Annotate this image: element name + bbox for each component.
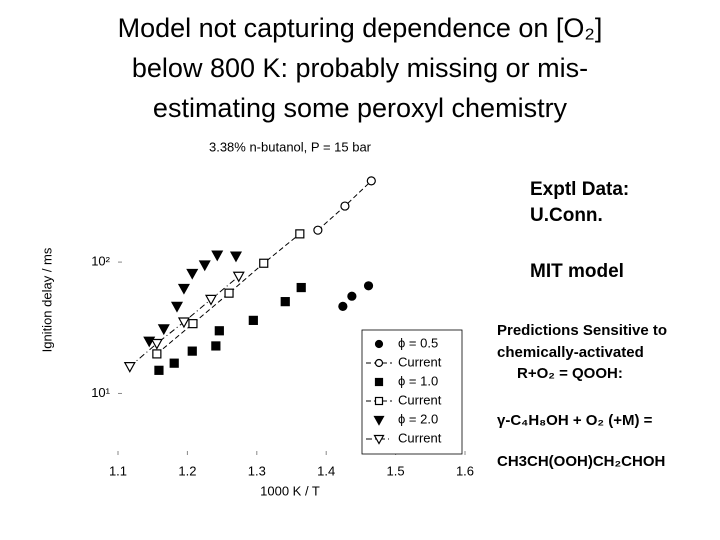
marker xyxy=(204,294,218,306)
marker xyxy=(198,260,211,272)
y-tick-label: 10² xyxy=(91,254,110,269)
x-tick-label: 1.2 xyxy=(178,463,196,478)
marker xyxy=(169,358,179,368)
marker xyxy=(374,396,384,406)
marker xyxy=(248,315,258,325)
x-tick-label: 1.4 xyxy=(317,463,335,478)
marker xyxy=(152,349,162,359)
marker xyxy=(374,377,384,387)
marker xyxy=(259,258,269,268)
annotation: R+O₂ = QOOH: xyxy=(517,365,623,382)
annotation: U.Conn. xyxy=(530,205,603,226)
marker xyxy=(229,251,242,263)
annotation: MIT model xyxy=(530,261,624,282)
marker xyxy=(366,176,376,186)
legend-box xyxy=(361,329,463,455)
x-axis-label: 1000 K / T xyxy=(260,483,320,498)
marker xyxy=(313,225,323,235)
marker xyxy=(187,346,197,356)
x-tick-label: 1.1 xyxy=(109,463,127,478)
marker xyxy=(374,339,384,349)
x-tick-label: 1.5 xyxy=(387,463,405,478)
marker xyxy=(373,434,385,445)
marker xyxy=(123,362,136,373)
marker xyxy=(170,301,184,313)
marker xyxy=(295,229,305,239)
marker xyxy=(154,365,164,375)
marker xyxy=(340,201,350,211)
legend-label: Current xyxy=(398,430,442,445)
marker xyxy=(232,271,245,283)
marker xyxy=(338,301,348,311)
marker xyxy=(177,283,190,295)
legend-label: ϕ = 1.0 xyxy=(398,373,438,388)
x-tick-label: 1.6 xyxy=(456,463,474,478)
marker xyxy=(363,281,374,291)
annotation: CH3CH(OOH)CH₂CHOH xyxy=(497,453,665,470)
annotation: chemically-activated xyxy=(497,344,644,361)
legend-label: Current xyxy=(398,354,442,369)
legend-label: ϕ = 0.5 xyxy=(398,335,438,350)
annotation: Predictions Sensitive to xyxy=(497,322,667,339)
annotation: Exptl Data: xyxy=(530,179,629,200)
legend-label: ϕ = 2.0 xyxy=(398,411,438,426)
marker xyxy=(150,338,163,350)
marker xyxy=(296,282,306,293)
marker xyxy=(177,317,190,329)
marker xyxy=(224,288,234,298)
slide-title: estimating some peroxyl chemistry xyxy=(153,93,568,123)
marker xyxy=(211,341,221,351)
legend-label: Current xyxy=(398,392,442,407)
series-line xyxy=(156,233,301,355)
slide-title: Model not capturing dependence on [O₂] xyxy=(118,13,603,43)
y-axis-label: Ignition delay / ms xyxy=(39,247,54,352)
marker xyxy=(373,415,385,426)
marker xyxy=(214,326,224,336)
marker xyxy=(374,358,384,368)
marker xyxy=(188,319,198,329)
y-tick-label: 10¹ xyxy=(91,385,110,400)
annotation: γ-C₄H₈OH + O₂ (+M) = xyxy=(497,412,653,429)
slide-title: below 800 K: probably missing or mis- xyxy=(132,53,588,83)
marker xyxy=(211,250,224,262)
x-tick-label: 1.3 xyxy=(248,463,266,478)
marker xyxy=(280,297,290,307)
marker xyxy=(347,291,357,301)
marker xyxy=(157,324,170,336)
marker xyxy=(186,268,199,280)
chart-title: 3.38% n-butanol, P = 15 bar xyxy=(209,139,372,154)
